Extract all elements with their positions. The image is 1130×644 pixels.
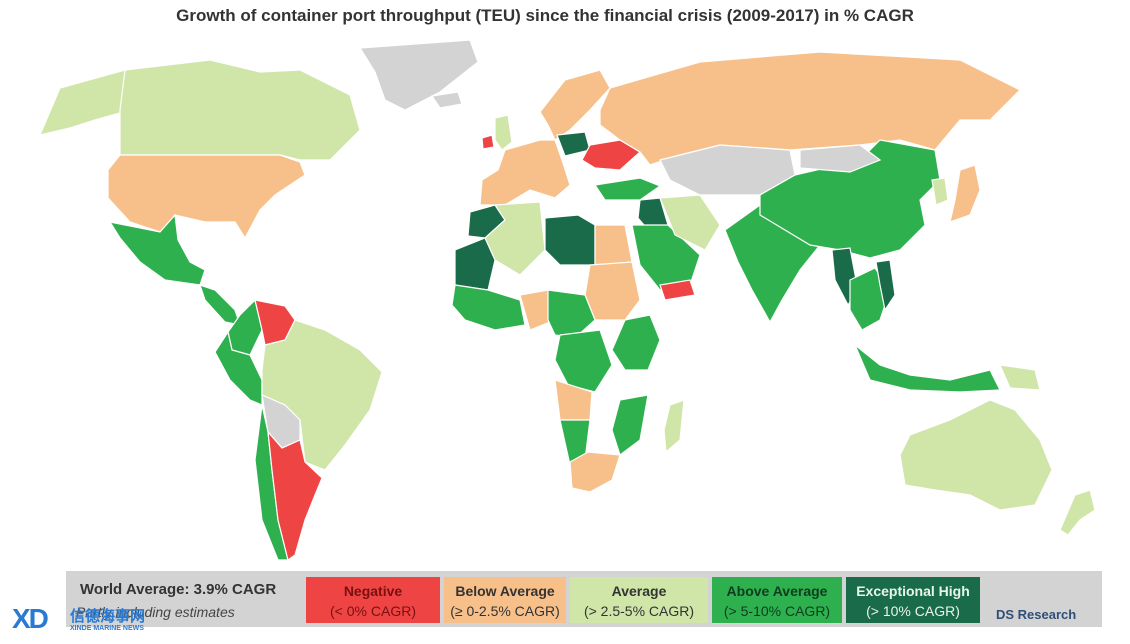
legend-below-average-range: (≥ 0-2.5% CAGR) [450,603,560,619]
legend-negative-label: Negative [343,583,403,599]
region-argentina [267,430,323,562]
region-korea [931,177,949,206]
region-australia [899,399,1053,511]
region-usa [107,154,306,240]
region-turkey [593,177,662,201]
watermark-logo-mark: XD [12,603,49,634]
region-indonesia [854,344,1001,393]
region-central-america [199,284,241,326]
region-scandinavia [539,69,611,141]
region-algeria [484,201,546,276]
estimates-note: Partly including estimates [76,604,235,620]
watermark-english-text: XINDE MARINE NEWS [70,625,144,632]
region-ireland [481,134,495,150]
region-russia [599,51,1022,166]
region-canada [119,59,361,161]
legend-above-average-label: Above Average [726,583,828,599]
region-western-europe [479,139,571,206]
legend-below-average-label: Below Average [455,583,555,599]
region-iceland [430,91,463,109]
watermark-logo: XD 信德海事网 XINDE MARINE NEWS [12,603,162,639]
region-yemen [659,279,696,301]
region-dr-congo [554,329,613,393]
region-egypt [594,224,633,266]
legend-exceptional-high: Exceptional High (> 10% CAGR) [846,577,980,623]
world-map [38,39,1096,562]
region-sudan [584,261,641,321]
legend-negative-range: (< 0% CAGR) [330,603,416,619]
world-average-label: World Average: 3.9% CAGR [80,581,277,598]
region-japan [949,164,981,223]
legend-average: Average (> 2.5-5% CAGR) [570,577,708,623]
region-madagascar [663,399,685,454]
region-west-africa [451,284,526,331]
legend-above-average: Above Average (> 5-10% CAGR) [712,577,842,623]
region-greenland [358,39,479,111]
legend-average-range: (> 2.5-5% CAGR) [583,603,695,619]
legend-above-average-range: (> 5-10% CAGR) [723,603,831,619]
region-poland [556,131,591,157]
legend-exceptional-high-range: (> 10% CAGR) [866,603,960,619]
legend-exceptional-high-label: Exceptional High [856,583,970,599]
region-libya [544,214,596,266]
region-papua-new-guinea [999,364,1041,391]
region-vietnam [875,259,896,312]
region-east-africa [611,314,661,371]
region-new-zealand [1059,489,1096,536]
region-iran [659,194,721,251]
region-alaska [38,69,131,136]
watermark-chinese-text: 信德海事网 [70,608,146,625]
legend-below-average: Below Average (≥ 0-2.5% CAGR) [444,577,566,623]
region-mexico [108,213,206,286]
map-title: Growth of container port throughput (TEU… [176,6,914,25]
region-mozambique [611,394,649,456]
region-mauritania [454,237,496,291]
source-label: DS Research [996,607,1077,622]
region-mongolia [799,144,882,173]
region-uk [494,114,513,151]
legend-negative: Negative (< 0% CAGR) [306,577,440,623]
region-south-africa [569,451,621,493]
legend-average-label: Average [611,583,667,599]
